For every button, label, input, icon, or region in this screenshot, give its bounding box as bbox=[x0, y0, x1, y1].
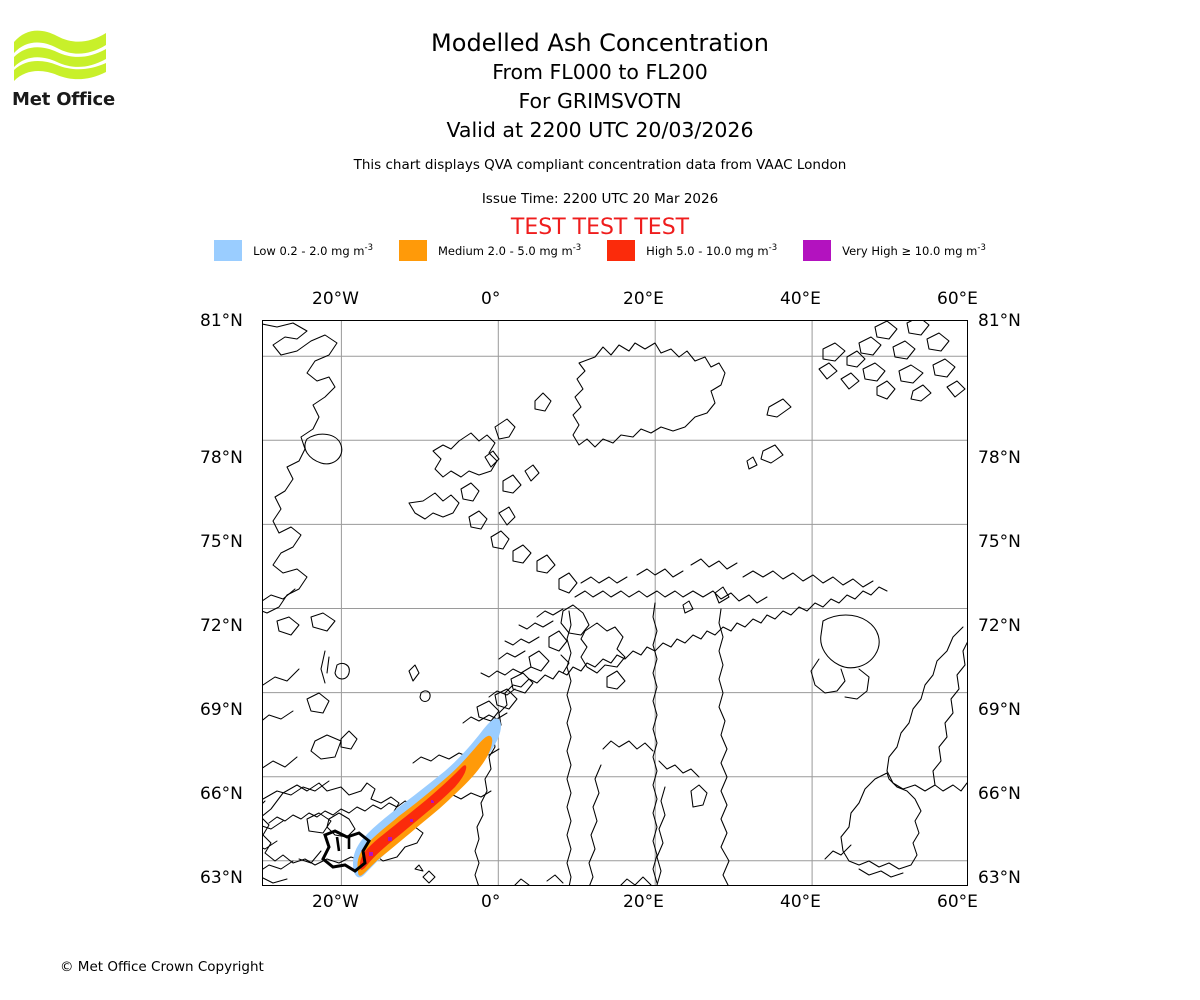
legend-label-medium: Medium 2.0 - 5.0 mg m-3 bbox=[437, 242, 582, 258]
lat-tick-left-75N: 75°N bbox=[200, 532, 243, 552]
lat-tick-left-78N: 78°N bbox=[200, 448, 243, 468]
concentration-legend: Low 0.2 - 2.0 mg m-3 Medium 2.0 - 5.0 mg… bbox=[0, 239, 1200, 261]
test-banner: TEST TEST TEST bbox=[510, 215, 690, 240]
lon-tick-bottom-20W: 20°W bbox=[312, 892, 359, 912]
lat-tick-right-75N: 75°N bbox=[978, 532, 1021, 552]
ash-concentration-map: 20°W 0° 20°E 40°E 60°E 20°W 0° 20°E 40°E… bbox=[200, 289, 1021, 912]
copyright-notice: © Met Office Crown Copyright bbox=[60, 959, 264, 975]
lat-tick-right-66N: 66°N bbox=[978, 784, 1021, 804]
lat-tick-left-69N: 69°N bbox=[200, 700, 243, 720]
legend-label-low: Low 0.2 - 2.0 mg m-3 bbox=[253, 242, 373, 258]
lat-tick-right-72N: 72°N bbox=[978, 616, 1021, 636]
glacier-outline bbox=[321, 829, 371, 873]
map-canvas bbox=[263, 321, 967, 885]
legend-item-very-high: Very High ≥ 10.0 mg m-3 bbox=[803, 239, 986, 261]
lon-tick-top-60E: 60°E bbox=[937, 289, 978, 309]
lat-tick-right-78N: 78°N bbox=[978, 448, 1021, 468]
met-office-logo: Met Office bbox=[12, 26, 132, 116]
met-office-wave-logo-icon bbox=[14, 30, 106, 81]
lat-tick-left-72N: 72°N bbox=[200, 616, 243, 636]
lon-tick-top-20W: 20°W bbox=[312, 289, 359, 309]
legend-label-high: High 5.0 - 10.0 mg m-3 bbox=[646, 242, 778, 258]
lon-tick-bottom-40E: 40°E bbox=[780, 892, 821, 912]
glacier-detail bbox=[335, 835, 351, 852]
chart-title-block: Modelled Ash Concentration From FL000 to… bbox=[0, 28, 1200, 145]
page-title: Modelled Ash Concentration bbox=[431, 29, 769, 57]
lon-tick-top-40E: 40°E bbox=[780, 289, 821, 309]
legend-item-high: High 5.0 - 10.0 mg m-3 bbox=[607, 239, 803, 261]
legend-label-very-high: Very High ≥ 10.0 mg m-3 bbox=[842, 242, 986, 258]
plume-speckle-high bbox=[433, 776, 458, 801]
flight-level-range: From FL000 to FL200 bbox=[492, 60, 708, 84]
lon-tick-top-0: 0° bbox=[481, 289, 501, 309]
lat-tick-right-81N: 81°N bbox=[978, 311, 1021, 331]
valid-time: Valid at 2200 UTC 20/03/2026 bbox=[446, 118, 754, 142]
lat-tick-right-63N: 63°N bbox=[978, 868, 1021, 888]
map-graticule bbox=[263, 321, 967, 885]
ash-plume bbox=[352, 718, 501, 878]
plume-contour-very-high bbox=[369, 800, 434, 856]
lat-tick-left-81N: 81°N bbox=[200, 311, 243, 331]
issue-time: Issue Time: 2200 UTC 20 Mar 2026 bbox=[481, 191, 719, 207]
volcano-name: For GRIMSVOTN bbox=[518, 89, 682, 113]
lon-tick-bottom-20E: 20°E bbox=[623, 892, 664, 912]
map-coastlines bbox=[263, 321, 967, 885]
legend-swatch-high bbox=[607, 239, 636, 261]
qva-note: This chart displays QVA compliant concen… bbox=[353, 157, 847, 173]
lon-tick-bottom-0: 0° bbox=[481, 892, 501, 912]
map-plot-area bbox=[262, 320, 968, 886]
lat-tick-left-63N: 63°N bbox=[200, 868, 243, 888]
legend-swatch-low bbox=[214, 239, 243, 261]
plume-contour-high bbox=[359, 765, 467, 870]
lon-tick-bottom-60E: 60°E bbox=[937, 892, 978, 912]
legend-item-medium: Medium 2.0 - 5.0 mg m-3 bbox=[398, 239, 607, 261]
lat-tick-right-69N: 69°N bbox=[978, 700, 1021, 720]
legend-item-low: Low 0.2 - 2.0 mg m-3 bbox=[214, 239, 399, 261]
met-office-logo-text: Met Office bbox=[12, 89, 116, 110]
lon-tick-top-20E: 20°E bbox=[623, 289, 664, 309]
legend-swatch-very-high bbox=[803, 239, 832, 261]
lat-tick-left-66N: 66°N bbox=[200, 784, 243, 804]
legend-swatch-medium bbox=[398, 239, 427, 261]
